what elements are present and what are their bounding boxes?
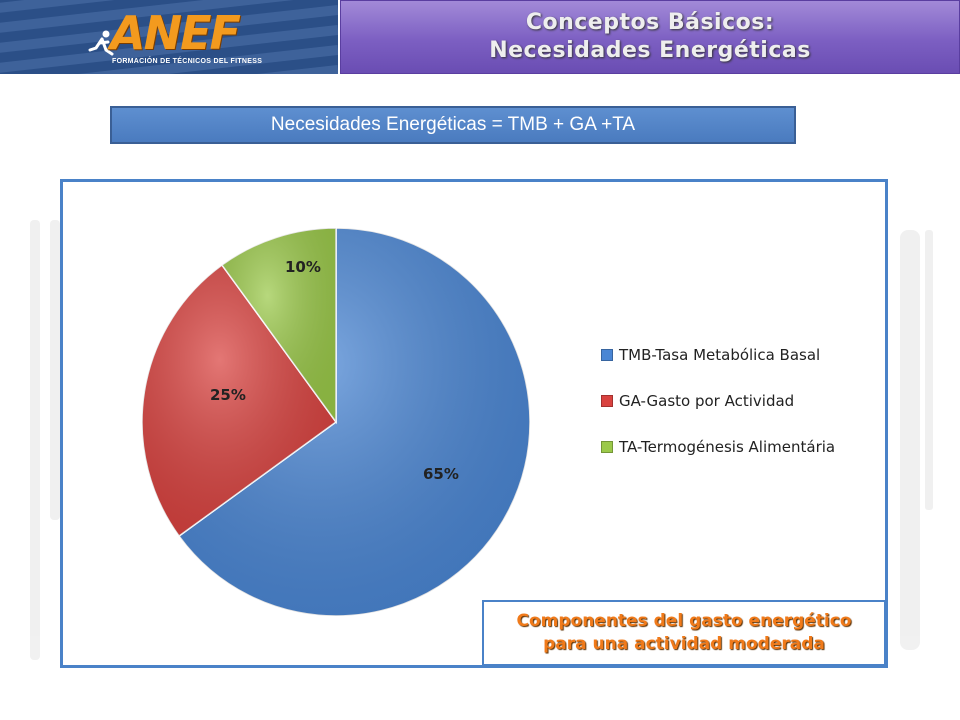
legend-item-3: TA-Termogénesis Alimentária: [601, 434, 835, 460]
title-banner: Conceptos Básicos: Necesidades Energétic…: [340, 0, 960, 74]
legend-label-3: TA-Termogénesis Alimentária: [619, 438, 836, 456]
chart-legend: TMB-Tasa Metabólica Basal GA-Gasto por Ac…: [601, 342, 835, 480]
pie-data-label-3: 10%: [285, 258, 321, 276]
anef-logo: ANEF FORMACIÓN DE TÉCNICOS DEL FITNESS: [0, 0, 338, 74]
legend-item-1: TMB-Tasa Metabólica Basal: [601, 342, 835, 368]
legend-label-1: TMB-Tasa Metabólica Basal: [619, 346, 821, 364]
runner-icon: [88, 30, 114, 56]
pie-slice-shading-2: [142, 265, 336, 537]
caption-line1: Componentes del gasto energético: [516, 611, 852, 631]
slide-title-line2: Necesidades Energéticas: [489, 38, 811, 63]
legend-swatch-3: [601, 441, 613, 453]
pie-chart: 65% 25% 10%: [141, 227, 531, 617]
pie-slice-shading-3: [221, 228, 336, 422]
logo-subtitle: FORMACIÓN DE TÉCNICOS DEL FITNESS: [112, 58, 263, 65]
legend-item-2: GA-Gasto por Actividad: [601, 388, 835, 414]
pie-data-label-2: 25%: [210, 386, 246, 404]
chart-frame: 65% 25% 10% TMB-Tasa Metabólica Basal GA-Ga…: [60, 179, 888, 668]
pie-slice-shading-1: [179, 228, 530, 616]
logo-text: ANEF: [110, 6, 241, 60]
logo-background-pattern: [0, 0, 338, 74]
formula-bar: Necesidades Energéticas = TMB + GA +TA: [110, 106, 796, 144]
pie-data-label-1: 65%: [423, 465, 459, 483]
legend-label-2: GA-Gasto por Actividad: [619, 392, 795, 410]
chart-caption-box: Componentes del gasto energético para un…: [482, 600, 886, 666]
legend-swatch-1: [601, 349, 613, 361]
legend-swatch-2: [601, 395, 613, 407]
slide-title-line1: Conceptos Básicos:: [525, 10, 775, 35]
caption-line2: para una actividad moderada: [543, 634, 825, 654]
